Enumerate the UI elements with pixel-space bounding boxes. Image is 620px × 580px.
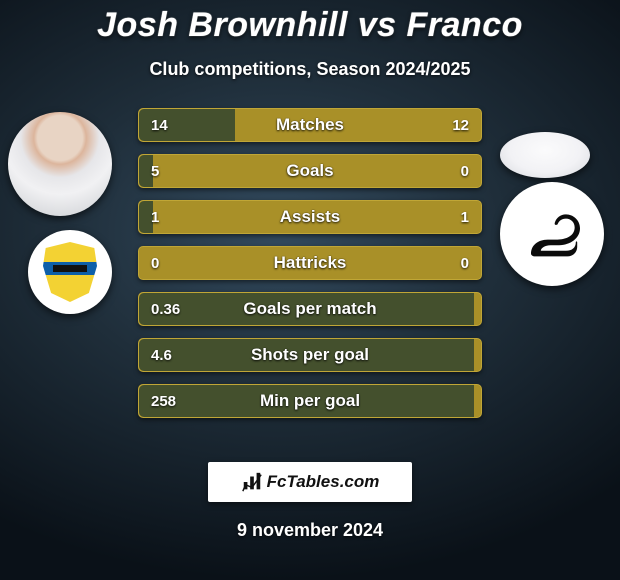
stat-label: Shots per goal (139, 339, 481, 371)
stat-right-value: 0 (449, 247, 481, 279)
player-left-avatar (8, 112, 112, 216)
stats-bars: 14Matches125Goals01Assists10Hattricks00.… (138, 108, 482, 430)
stat-label: Goals (139, 155, 481, 187)
stat-right-value: 1 (449, 201, 481, 233)
stat-label: Min per goal (139, 385, 481, 417)
stat-bar: 0.36Goals per match (138, 292, 482, 326)
swansea-swan-icon (517, 199, 587, 269)
club-left-logo (28, 230, 112, 314)
stat-label: Assists (139, 201, 481, 233)
bar-chart-icon (241, 471, 263, 493)
page-subtitle: Club competitions, Season 2024/2025 (0, 59, 620, 80)
fctables-logo: FcTables.com (208, 462, 412, 502)
stat-label: Hattricks (139, 247, 481, 279)
stat-label: Matches (139, 109, 481, 141)
fctables-logo-text: FcTables.com (267, 472, 380, 492)
stat-right-value: 12 (440, 109, 481, 141)
stat-bar: 14Matches12 (138, 108, 482, 142)
club-right-logo (500, 182, 604, 286)
stat-label: Goals per match (139, 293, 481, 325)
stat-bar: 5Goals0 (138, 154, 482, 188)
date-line: 9 november 2024 (0, 520, 620, 541)
stat-bar: 0Hattricks0 (138, 246, 482, 280)
stat-bar: 1Assists1 (138, 200, 482, 234)
player-right-avatar (500, 132, 590, 178)
main-area: 14Matches125Goals01Assists10Hattricks00.… (0, 114, 620, 434)
stat-bar: 258Min per goal (138, 384, 482, 418)
page-title: Josh Brownhill vs Franco (0, 6, 620, 45)
stat-bar: 4.6Shots per goal (138, 338, 482, 372)
comparison-card: Josh Brownhill vs Franco Club competitio… (0, 0, 620, 580)
burnley-shield-icon (43, 242, 97, 302)
stat-right-value: 0 (449, 155, 481, 187)
